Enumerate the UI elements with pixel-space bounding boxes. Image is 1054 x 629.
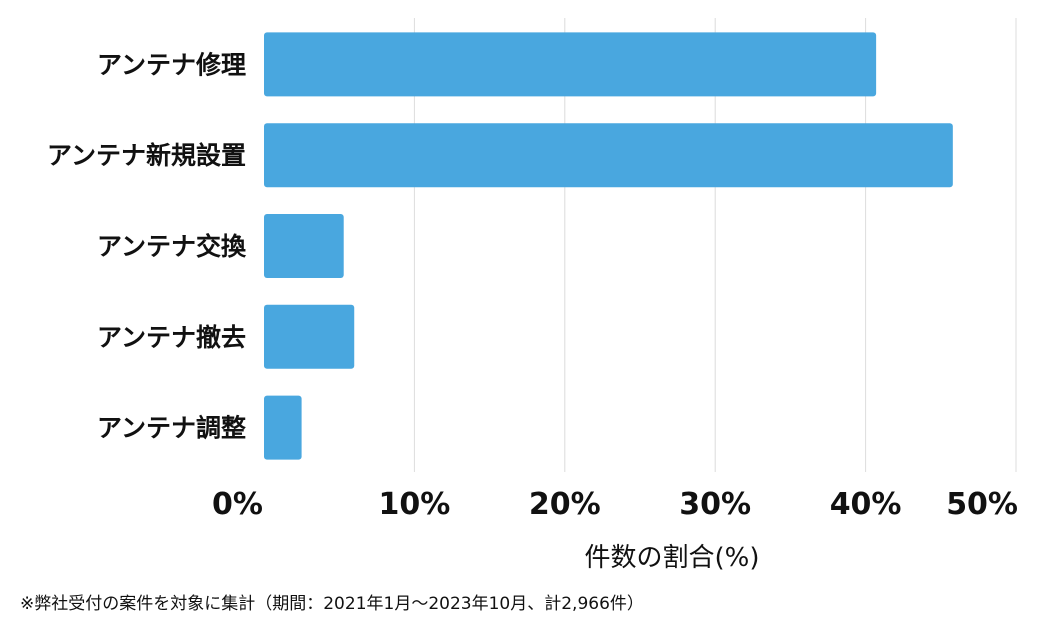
x-tick-label: 50% bbox=[946, 487, 1018, 522]
bar bbox=[264, 32, 877, 97]
bar bbox=[264, 214, 344, 278]
x-tick-label: 10% bbox=[378, 487, 450, 522]
bar bbox=[264, 395, 302, 460]
category-label: アンテナ撤去 bbox=[97, 323, 246, 352]
x-tick-label: 0% bbox=[212, 487, 263, 522]
x-tick-label: 20% bbox=[529, 487, 601, 522]
x-tick-label: 40% bbox=[830, 487, 902, 522]
bar bbox=[264, 304, 355, 369]
category-label: アンテナ調整 bbox=[97, 414, 246, 443]
category-label: アンテナ交換 bbox=[97, 232, 247, 261]
bar bbox=[264, 123, 953, 188]
x-axis-title: 件数の割合(%) bbox=[585, 543, 760, 573]
bars bbox=[264, 32, 953, 460]
category-label: アンテナ新規設置 bbox=[47, 141, 246, 170]
x-tick-label: 30% bbox=[679, 487, 751, 522]
x-tick-labels: 0% 10% 20% 30% 40% 50% bbox=[212, 487, 1018, 522]
footnote: ※弊社受付の案件を対象に集計（期間：2021年1月〜2023年10月、計2,96… bbox=[20, 594, 644, 614]
category-label: アンテナ修理 bbox=[97, 50, 246, 79]
